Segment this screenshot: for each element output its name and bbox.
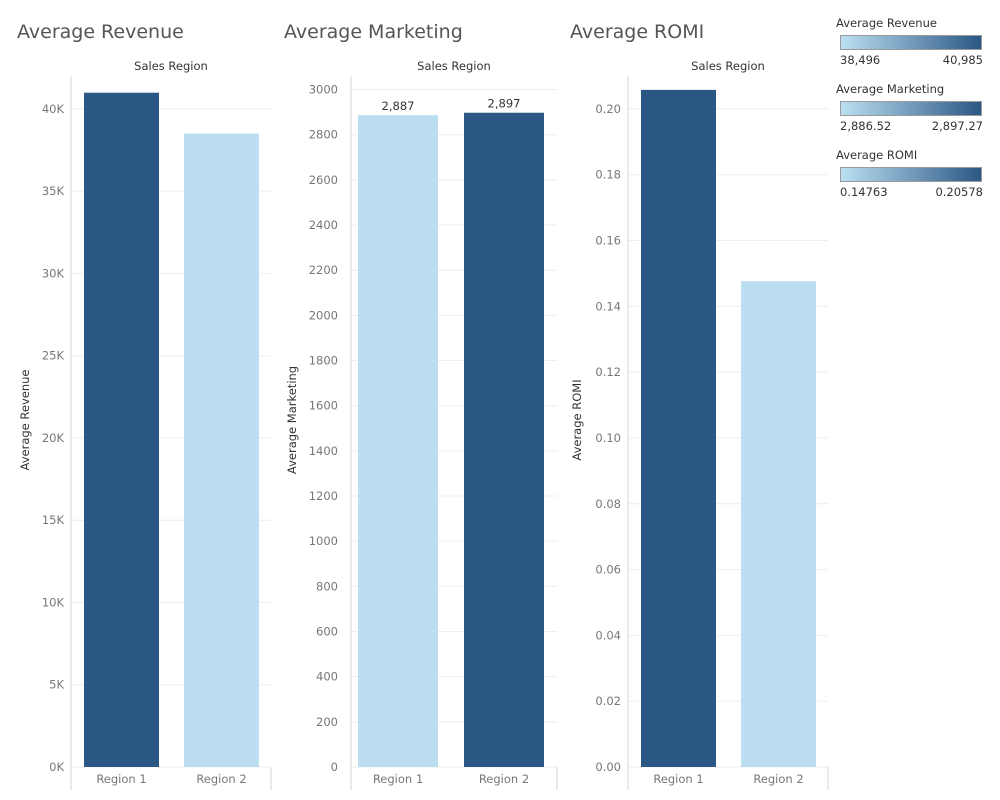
romi-y-tick-label: 0.06 (595, 563, 621, 577)
romi-bar-region-2 (741, 281, 816, 767)
romi-y-tick-label: 0.20 (595, 102, 621, 116)
romi-chart-title: Average ROMI (570, 21, 705, 43)
legend-romi[interactable]: Average ROMI 0.14763 0.20578 (836, 148, 996, 214)
revenue-chart-title: Average Revenue (17, 21, 184, 43)
legend-revenue-min: 38,496 (840, 53, 881, 67)
revenue-x-category-label: Region 2 (196, 772, 246, 786)
romi-chart-panel: Average ROMI Sales Region 0.00 0.02 0.04 0.0… (568, 0, 832, 800)
legend-marketing-max: 2,897.27 (931, 119, 983, 133)
romi-y-tick-label: 0.14 (595, 299, 621, 313)
marketing-y-tick-label: 2000 (309, 308, 338, 322)
marketing-y-tick-label: 1400 (309, 444, 338, 458)
legend-revenue[interactable]: Average Revenue 38,496 40,985 (836, 16, 996, 82)
romi-y-tick-label: 0.18 (595, 168, 621, 182)
marketing-bar-region-2 (464, 112, 544, 768)
romi-y-axis-label: Average ROMI (570, 379, 584, 460)
marketing-data-label: 2,887 (382, 99, 415, 113)
marketing-chart-title: Average Marketing (284, 21, 463, 43)
legend-revenue-title: Average Revenue (836, 16, 937, 30)
romi-y-tick-label: 0.04 (595, 628, 621, 642)
legend-marketing-title: Average Marketing (836, 82, 945, 96)
legend-romi-ramp (840, 167, 982, 182)
revenue-y-tick-label: 25K (42, 349, 65, 363)
romi-y-tick-label: 0.02 (595, 694, 621, 708)
legend-romi-max: 0.20578 (935, 185, 983, 199)
romi-bar-region-1 (641, 89, 716, 768)
marketing-y-tick-label: 1600 (309, 399, 338, 413)
revenue-y-tick-label: 15K (42, 513, 65, 527)
legend-marketing-min: 2,886.52 (840, 119, 892, 133)
romi-y-tick-label: 0.08 (595, 497, 621, 511)
romi-column-header: Sales Region (691, 59, 765, 73)
revenue-chart-panel: Average Revenue Sales Region 0K 5K 10K 15K 20… (0, 0, 280, 800)
legend-marketing[interactable]: Average Marketing 2,886.52 2,897.27 (836, 82, 996, 148)
legend-revenue-ramp (840, 35, 982, 50)
marketing-y-tick-label: 400 (316, 670, 338, 684)
marketing-y-tick-label: 800 (316, 579, 338, 593)
marketing-y-tick-label: 0 (331, 760, 338, 774)
revenue-y-tick-label: 5K (49, 678, 64, 692)
marketing-chart: Sales Region 0 200 400 600 800 1000 1200 1400 160… (285, 59, 558, 790)
marketing-y-tick-label: 200 (316, 715, 338, 729)
revenue-bar-region-1 (84, 92, 159, 768)
marketing-y-tick-label: 1800 (309, 354, 338, 368)
revenue-y-tick-label: 0K (49, 760, 64, 774)
revenue-y-axis-label: Average Revenue (18, 370, 32, 471)
marketing-y-tick-label: 2200 (309, 263, 338, 277)
legend-marketing-ramp (840, 101, 982, 116)
marketing-y-tick-label: 1200 (309, 489, 338, 503)
marketing-chart-panel: Average Marketing Sales Region 0 200 400 600… (280, 0, 568, 800)
marketing-data-label: 2,897 (488, 97, 521, 111)
marketing-column-header: Sales Region (417, 59, 491, 73)
revenue-y-tick-label: 35K (42, 184, 65, 198)
revenue-x-category-label: Region 1 (96, 772, 146, 786)
legend-romi-title: Average ROMI (836, 148, 918, 162)
marketing-y-tick-label: 2400 (309, 218, 338, 232)
marketing-bar-region-1 (358, 115, 438, 767)
romi-y-tick-label: 0.12 (595, 365, 621, 379)
marketing-y-tick-label: 600 (316, 625, 338, 639)
romi-y-tick-label: 0.16 (595, 234, 621, 248)
romi-x-category-label: Region 1 (653, 772, 703, 786)
marketing-y-tick-label: 3000 (309, 83, 338, 97)
revenue-column-header: Sales Region (134, 59, 208, 73)
romi-y-tick-label: 0.10 (595, 431, 621, 445)
marketing-y-axis-label: Average Marketing (285, 366, 299, 474)
romi-x-category-label: Region 2 (753, 772, 803, 786)
marketing-y-tick-label: 1000 (309, 534, 338, 548)
marketing-y-tick-label: 2600 (309, 173, 338, 187)
revenue-y-tick-label: 20K (42, 431, 65, 445)
revenue-y-tick-label: 30K (42, 266, 65, 280)
romi-chart: Sales Region 0.00 0.02 0.04 0.06 0.08 0.10 0.12… (570, 59, 829, 790)
marketing-x-category-label: Region 2 (479, 772, 529, 786)
marketing-y-tick-label: 2800 (309, 128, 338, 142)
marketing-x-category-label: Region 1 (373, 772, 423, 786)
romi-y-tick-label: 0.00 (595, 760, 621, 774)
revenue-y-tick-label: 10K (42, 595, 65, 609)
revenue-y-tick-label: 40K (42, 102, 65, 116)
legend-romi-min: 0.14763 (840, 185, 888, 199)
color-legends: Average Revenue 38,496 40,985 Average Ma… (836, 16, 996, 214)
revenue-bar-region-2 (184, 133, 259, 767)
revenue-chart: Sales Region 0K 5K 10K 15K 20K 25K 30K 35K 40K Ave… (18, 59, 272, 790)
legend-revenue-max: 40,985 (942, 53, 983, 67)
